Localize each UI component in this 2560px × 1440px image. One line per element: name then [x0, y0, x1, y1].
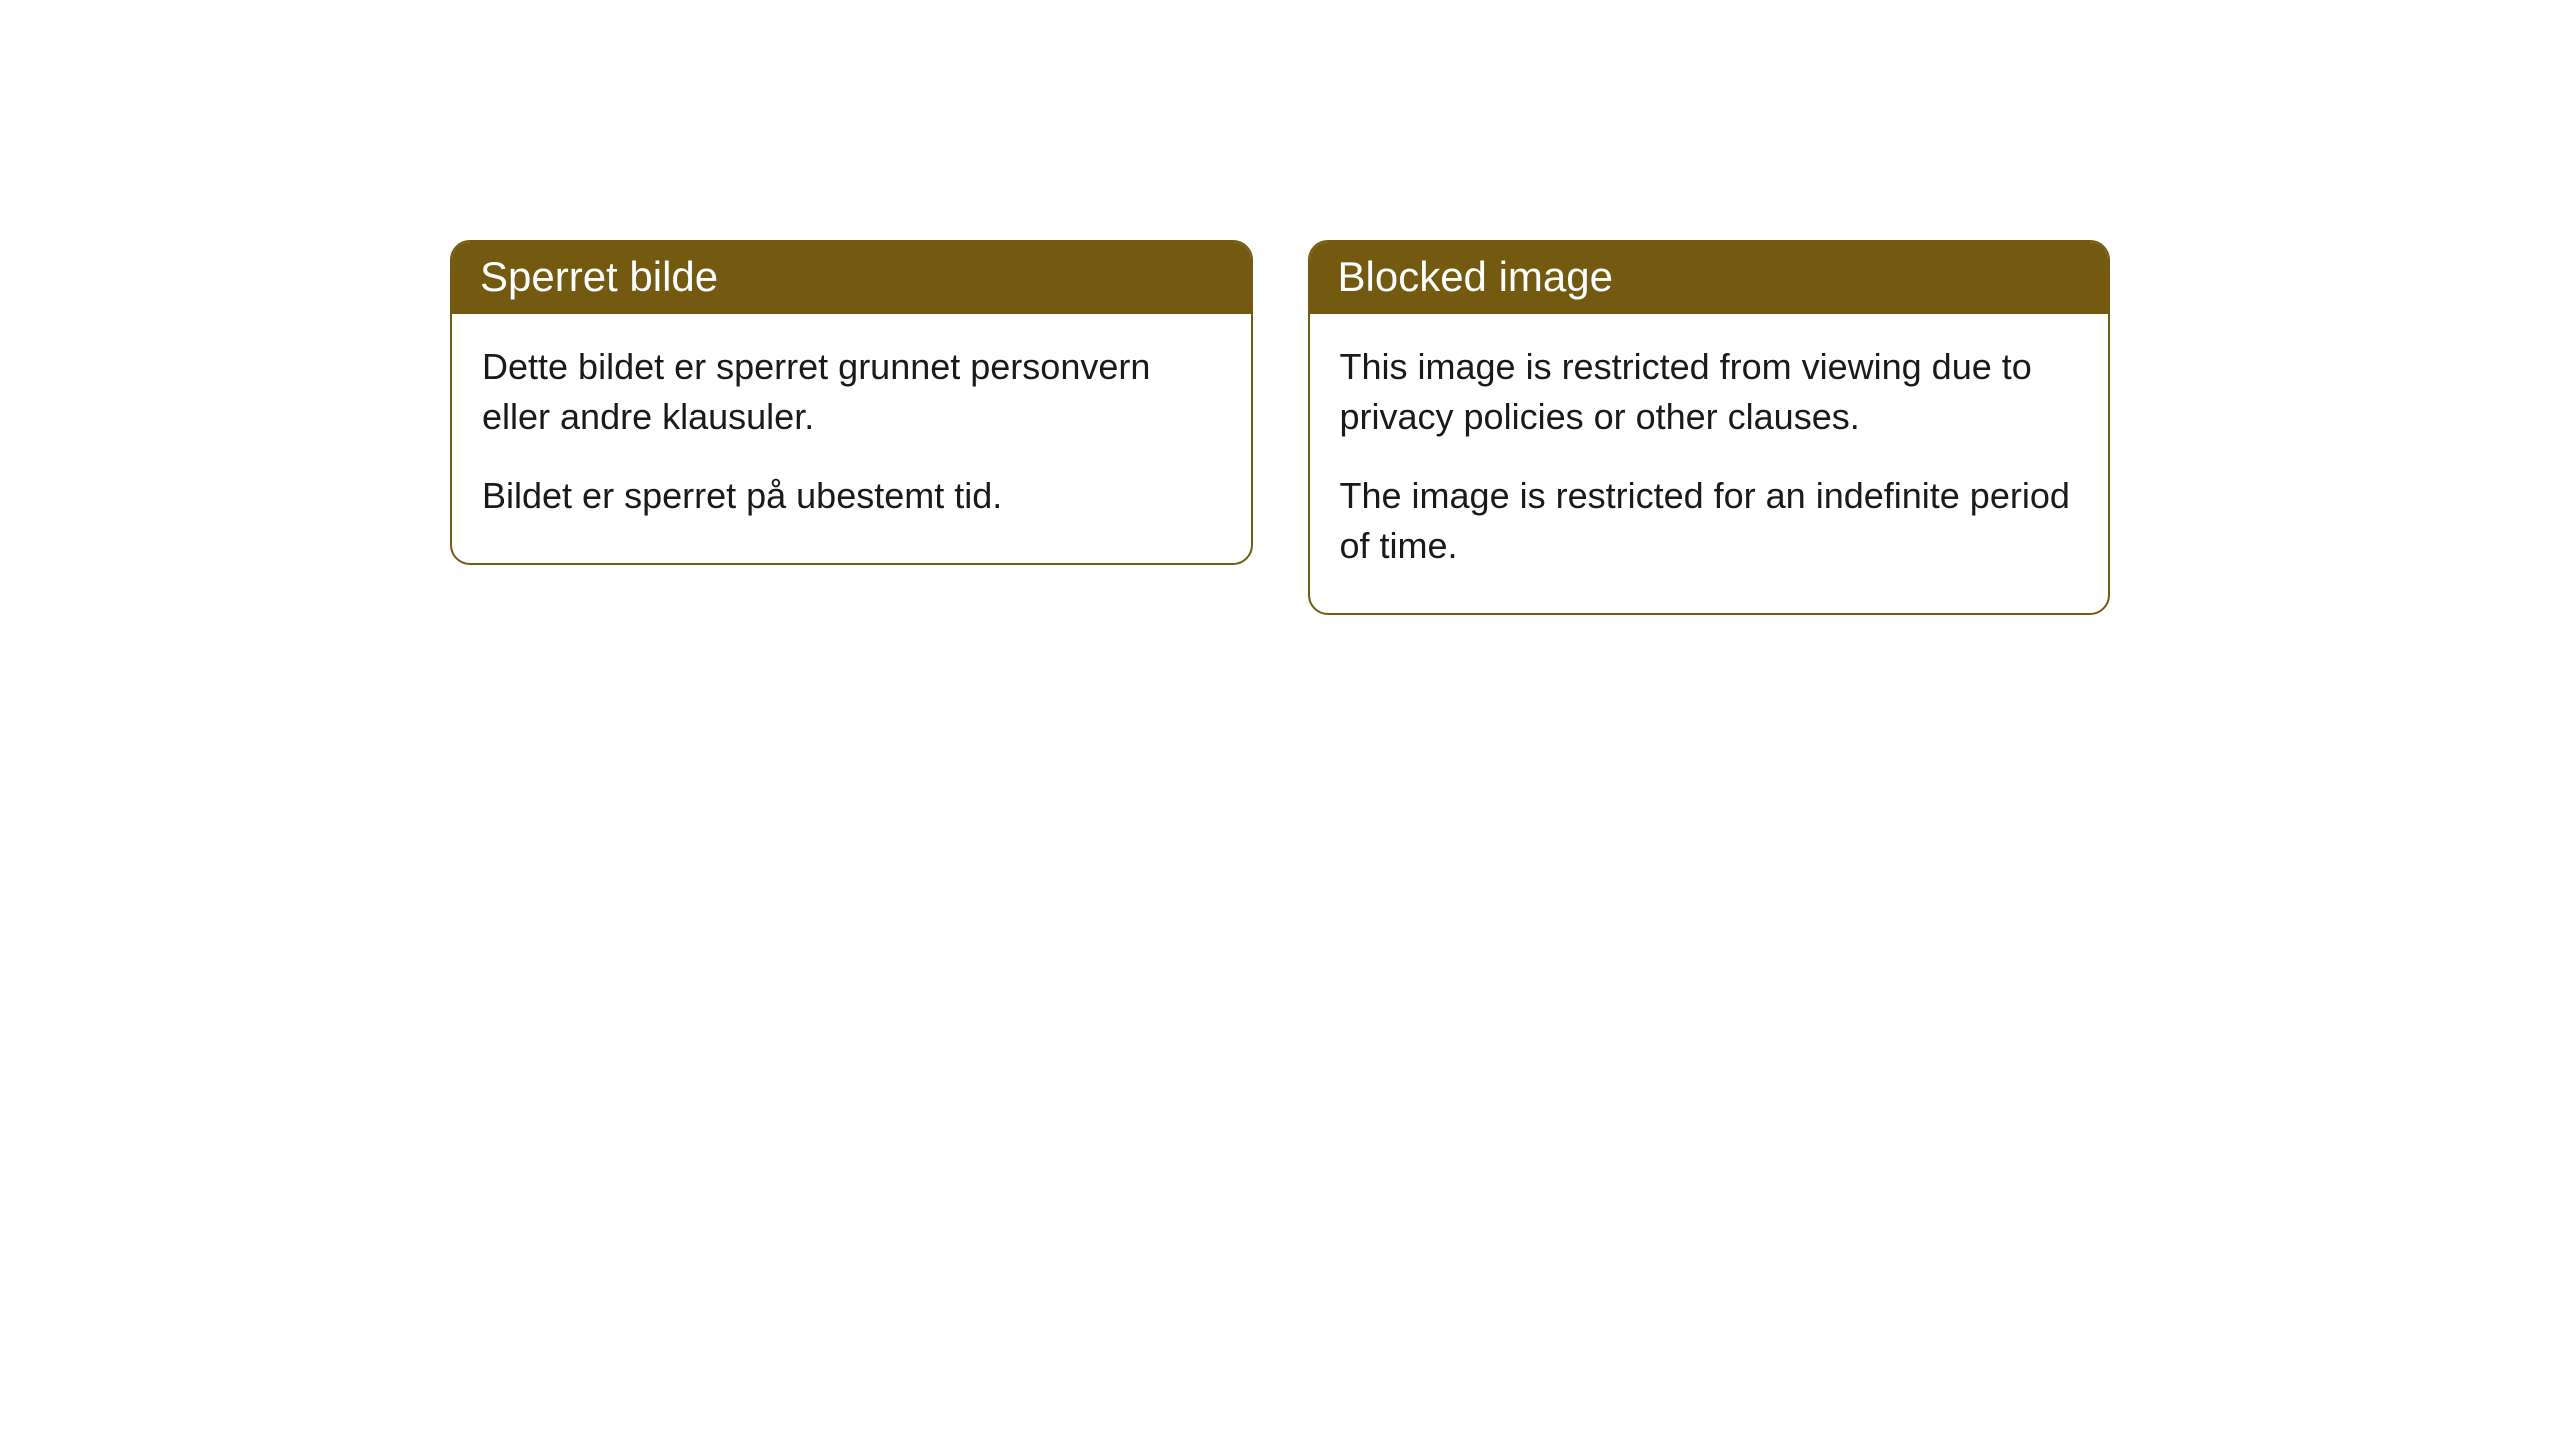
card-body-right: This image is restricted from viewing du…: [1310, 314, 2109, 613]
notice-card-left: Sperret bilde Dette bildet er sperret gr…: [450, 240, 1253, 565]
card-header-left: Sperret bilde: [452, 242, 1251, 314]
card-body-left: Dette bildet er sperret grunnet personve…: [452, 314, 1251, 563]
card-paragraph-right-1: This image is restricted from viewing du…: [1340, 342, 2079, 441]
card-paragraph-left-1: Dette bildet er sperret grunnet personve…: [482, 342, 1221, 441]
notice-container: Sperret bilde Dette bildet er sperret gr…: [450, 240, 2110, 615]
card-title-left: Sperret bilde: [480, 253, 718, 300]
card-title-right: Blocked image: [1338, 253, 1613, 300]
card-header-right: Blocked image: [1310, 242, 2109, 314]
card-paragraph-left-2: Bildet er sperret på ubestemt tid.: [482, 471, 1221, 521]
card-paragraph-right-2: The image is restricted for an indefinit…: [1340, 471, 2079, 570]
notice-card-right: Blocked image This image is restricted f…: [1308, 240, 2111, 615]
